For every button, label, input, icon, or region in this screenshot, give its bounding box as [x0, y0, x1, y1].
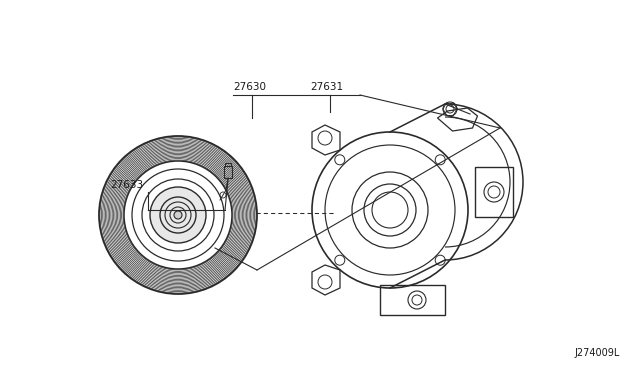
Text: 27633: 27633	[110, 180, 143, 190]
Text: J274009L: J274009L	[575, 348, 620, 358]
Text: 27630: 27630	[233, 82, 266, 92]
Text: 27631: 27631	[310, 82, 343, 92]
Circle shape	[174, 211, 182, 219]
Circle shape	[150, 187, 206, 243]
